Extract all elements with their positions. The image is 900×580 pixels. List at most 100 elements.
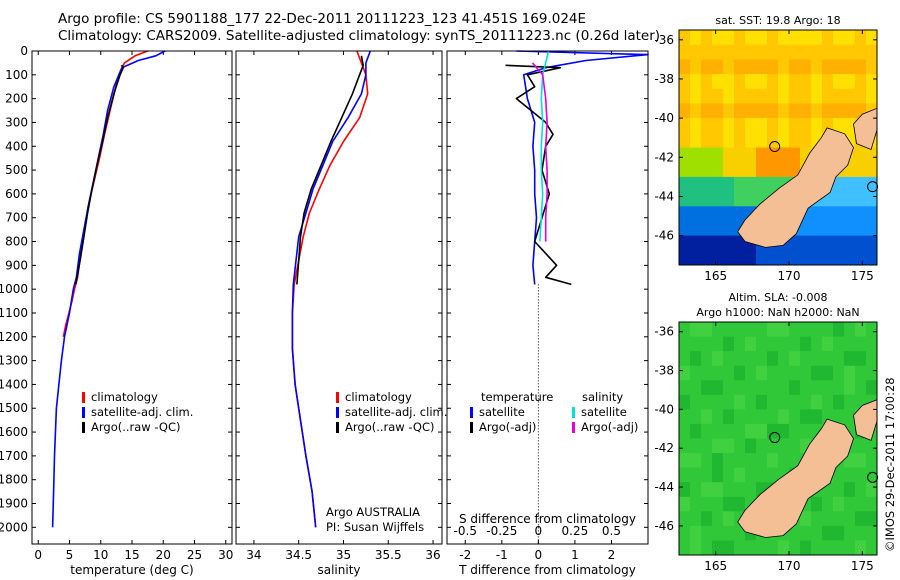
map-cell (811, 118, 823, 134)
map-cell (679, 206, 691, 222)
map-cell (701, 365, 713, 381)
map-cell (833, 220, 845, 237)
map-cell (679, 191, 691, 207)
map-cell (866, 250, 878, 266)
map-cell (712, 118, 724, 134)
y-tick-label: 1900 (0, 497, 28, 511)
map-cell (756, 365, 768, 381)
map-cell (723, 467, 735, 483)
map-cell (701, 44, 713, 60)
map-cell (679, 59, 691, 75)
map-cell (690, 380, 702, 396)
map-cell (679, 235, 691, 251)
map-cell (679, 409, 691, 425)
series-line-argo-raw-qc- (296, 55, 365, 285)
map-cell (712, 74, 724, 90)
map-cell (844, 235, 856, 251)
map-cell (789, 453, 801, 469)
map-cell (822, 380, 834, 396)
map-cell (690, 423, 702, 439)
lon-tick-label: 165 (704, 559, 727, 573)
plot-frame (31, 50, 233, 545)
map-cell (767, 250, 779, 266)
map-cell (855, 322, 867, 338)
map-cell (789, 351, 801, 367)
map-cell (811, 540, 823, 556)
y-tick-label: 1400 (0, 377, 28, 391)
legend-swatch (336, 422, 339, 433)
map-cell (712, 423, 724, 439)
map-cell (723, 482, 735, 498)
legend-row-climatology: climatology (336, 390, 447, 405)
map-cell (866, 59, 878, 75)
map-cell (734, 88, 746, 104)
map-cell (723, 351, 735, 367)
x-tick-label: 0 (535, 548, 543, 562)
map-cell (855, 467, 867, 483)
map-cell (734, 394, 746, 410)
map-cell (844, 496, 856, 512)
south-island-land (737, 418, 854, 538)
legend-label: Argo(-adj) (479, 420, 537, 434)
sla-map-title-line2: Argo h1000: NaN h2000: NaN (696, 306, 860, 319)
map-cell (734, 250, 746, 266)
legend-row-t-argo: Argo(-adj) (470, 420, 553, 435)
map-cell (866, 351, 878, 367)
map-cell (734, 540, 746, 556)
map-cell (690, 235, 702, 251)
map-cell (833, 351, 845, 367)
series-line-argo-raw-qc- (75, 64, 125, 285)
map-cell (778, 322, 790, 338)
sst-map-title: sat. SST: 19.8 Argo: 18 (715, 14, 841, 27)
series-line-satellite-adj-clim- (51, 50, 166, 528)
map-cell (690, 540, 702, 556)
map-cell (789, 423, 801, 439)
salinity-legend: climatology satellite-adj. clim. Argo(..… (336, 390, 447, 435)
series-line-salinity-argo-adj- (531, 62, 548, 242)
map-cell (800, 438, 812, 454)
map-cell (679, 380, 691, 396)
map-cell (800, 409, 812, 425)
series-line-climatology (62, 50, 148, 337)
map-cell (690, 409, 702, 425)
map-cell (712, 496, 724, 512)
map-cell (833, 540, 845, 556)
map-cell (723, 220, 735, 237)
map-cell (800, 540, 812, 556)
map-cell (800, 351, 812, 367)
legend-header-temperature: temperature (481, 390, 554, 404)
legend-label: climatology (91, 390, 158, 404)
map-cell (767, 132, 779, 148)
map-cell (734, 365, 746, 381)
map-cell (789, 147, 801, 163)
map-cell (701, 147, 713, 163)
map-cell (690, 59, 702, 75)
x-tick-label: -2 (459, 548, 471, 562)
map-cell (811, 409, 823, 425)
map-cell (745, 191, 757, 207)
map-cell (723, 176, 735, 193)
x-tick-label: 20 (156, 548, 171, 562)
map-cell (844, 453, 856, 469)
credits: Argo AUSTRALIA PI: Susan Wijffels (326, 505, 424, 535)
map-cell (712, 88, 724, 104)
map-cell (690, 176, 702, 193)
map-cell (844, 44, 856, 60)
map-cell (866, 365, 878, 381)
legend-row-argo: Argo(..raw -QC) (336, 420, 447, 435)
map-cell (679, 220, 691, 237)
map-cell (778, 409, 790, 425)
map-cell (734, 235, 746, 251)
map-cell (844, 409, 856, 425)
map-cell (833, 44, 845, 60)
figure-title-line1: Argo profile: CS 5901188_177 22-Dec-2011… (58, 11, 587, 27)
s-tick-label: -0.5 (454, 524, 477, 538)
map-cell (855, 482, 867, 498)
lat-tick-label: -40 (654, 402, 674, 416)
map-cell (723, 162, 735, 178)
map-cell (822, 496, 834, 512)
map-cell (712, 540, 724, 556)
map-cell (800, 235, 812, 251)
map-cell (767, 394, 779, 410)
map-cell (745, 132, 757, 148)
